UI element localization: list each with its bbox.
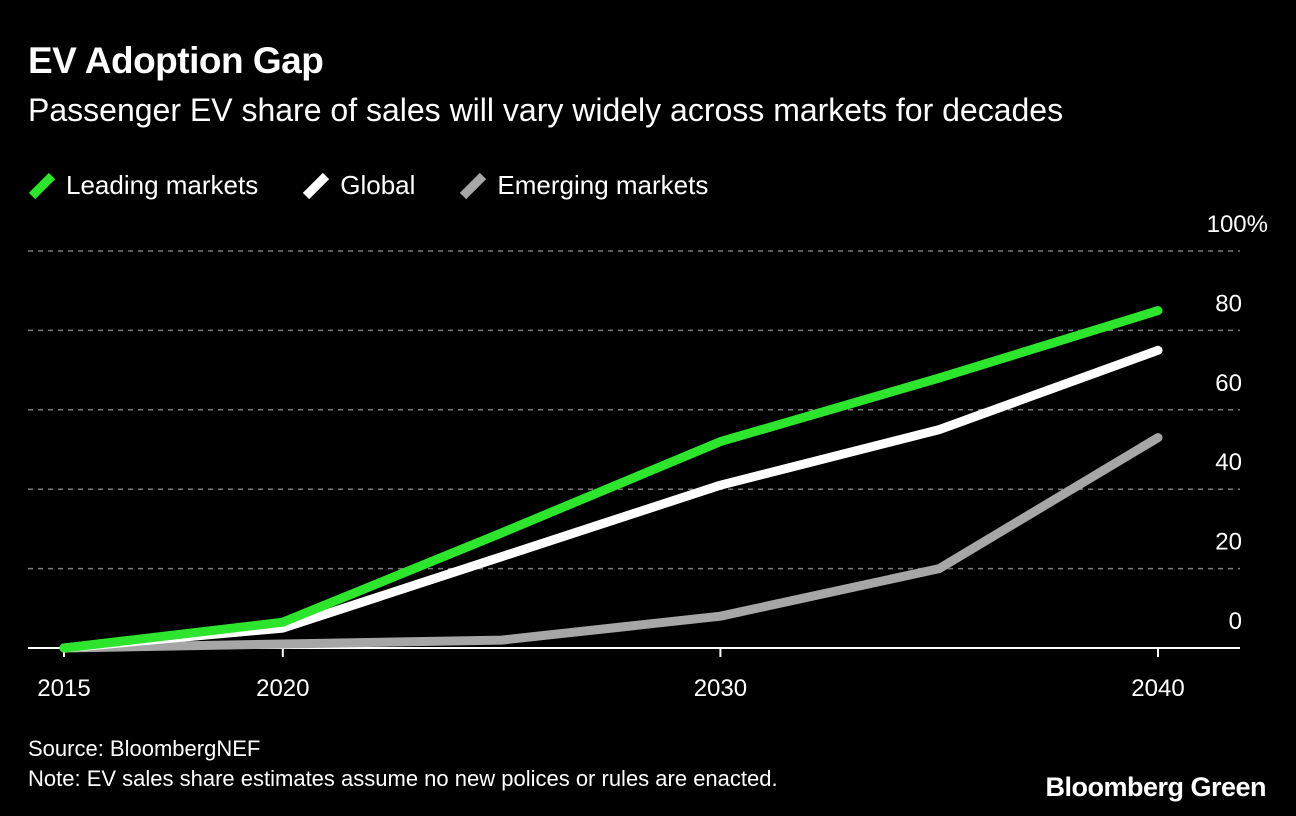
y-tick-label-20: 20 bbox=[1215, 529, 1242, 556]
x-tick-label-2040: 2040 bbox=[1131, 675, 1184, 702]
legend-swatch-emerging-markets bbox=[460, 172, 487, 199]
footer: Source: BloombergNEF Note: EV sales shar… bbox=[28, 734, 778, 794]
legend-item-emerging-markets: Emerging markets bbox=[459, 170, 708, 201]
source-note: Source: BloombergNEF bbox=[28, 736, 261, 761]
methodology-note: Note: EV sales share estimates assume no… bbox=[28, 766, 778, 791]
y-tick-label-0: 0 bbox=[1229, 608, 1242, 635]
legend-item-leading-markets: Leading markets bbox=[28, 170, 258, 201]
y-tick-label-60: 60 bbox=[1215, 370, 1242, 397]
series-line-emerging-markets bbox=[59, 433, 1163, 653]
legend-swatch-global bbox=[303, 172, 330, 199]
legend: Leading markets Global Emerging markets bbox=[28, 170, 752, 201]
legend-item-global: Global bbox=[302, 170, 415, 201]
legend-label-global: Global bbox=[340, 170, 416, 200]
brand-logo: Bloomberg Green bbox=[1045, 772, 1266, 802]
series-line-global bbox=[59, 345, 1163, 653]
legend-swatch-leading-markets bbox=[28, 172, 56, 199]
chart-subtitle: Passenger EV share of sales will vary wi… bbox=[28, 92, 1064, 128]
x-tick-label-2020: 2020 bbox=[256, 675, 309, 702]
legend-label-leading-markets: Leading markets bbox=[66, 170, 259, 200]
y-tick-label-40: 40 bbox=[1215, 449, 1242, 476]
chart-title: EV Adoption Gap bbox=[28, 40, 324, 81]
y-tick-label-80: 80 bbox=[1215, 290, 1242, 317]
legend-label-emerging-markets: Emerging markets bbox=[497, 170, 709, 200]
series-line-leading-markets bbox=[59, 306, 1163, 653]
x-tick-label-2015: 2015 bbox=[37, 675, 90, 702]
x-tick-label-2030: 2030 bbox=[694, 675, 747, 702]
y-tick-label-100: 100% bbox=[1207, 211, 1268, 238]
